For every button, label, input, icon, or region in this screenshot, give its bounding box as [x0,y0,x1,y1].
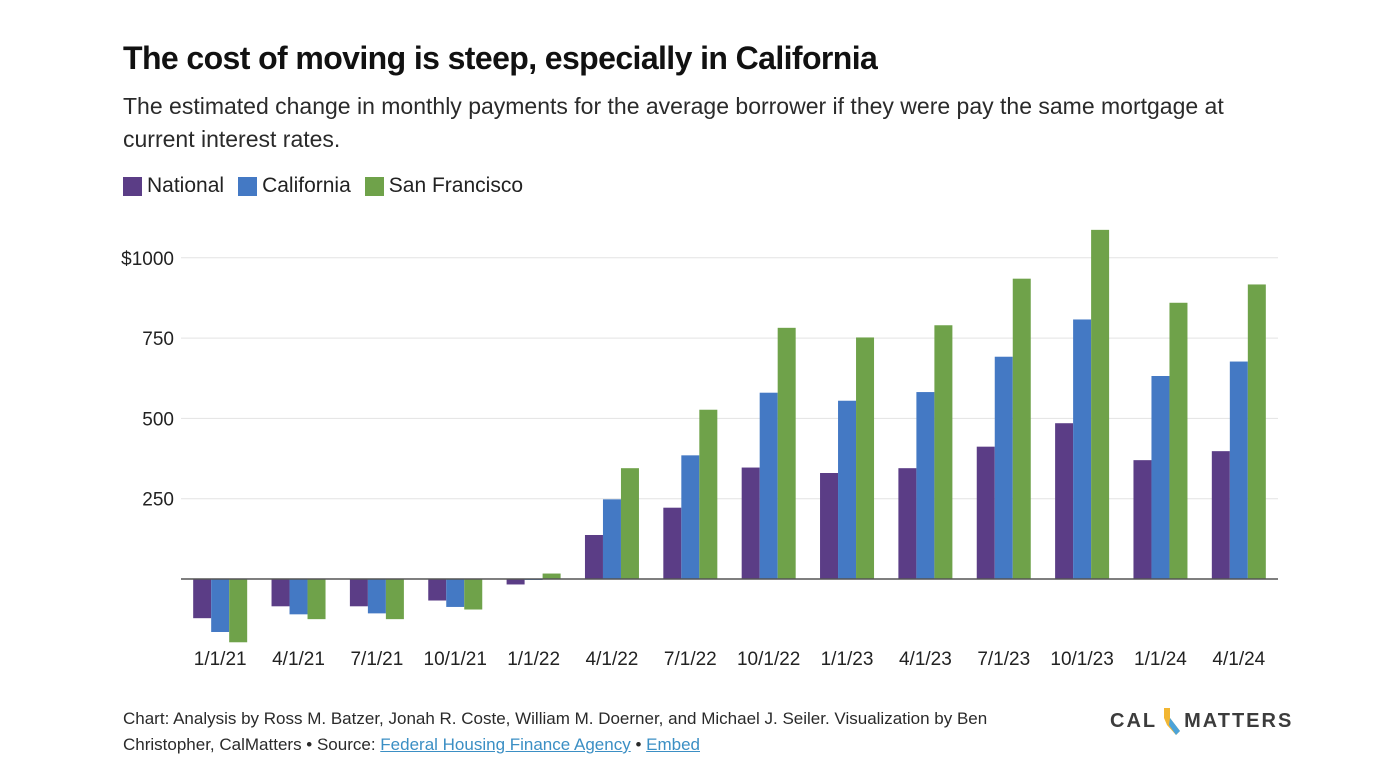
bar-san-francisco [1169,302,1188,579]
x-tick-label: 4/1/24 [1212,649,1265,670]
california-shape-icon [1164,708,1181,735]
source-link[interactable]: Federal Housing Finance Agency [380,735,631,754]
bar-california [602,499,621,579]
bar-san-francisco [1012,278,1031,579]
x-tick-label: 10/1/23 [1050,649,1113,670]
bar-san-francisco [385,579,404,620]
x-tick-label: 4/1/21 [272,649,325,670]
bar-california [838,400,857,579]
bar-california [446,579,465,607]
chart-title: The cost of moving is steep, especially … [123,40,878,76]
chart-subtitle: The estimated change in monthly payments… [123,93,1224,152]
calmatters-logo[interactable]: CAL MATTERS [1110,706,1293,736]
x-tick-label: 1/1/22 [507,649,560,670]
bar-san-francisco [699,409,718,579]
chart-footer: Chart: Analysis by Ross M. Batzer, Jonah… [123,706,1023,758]
x-tick-label: 7/1/23 [977,649,1030,670]
bar-national [428,579,447,601]
bar-california [759,392,778,579]
legend-label-san-francisco: San Francisco [388,174,524,197]
x-tick-label: 10/1/21 [424,649,487,670]
bar-national [271,579,290,607]
legend-item-san-francisco: San Francisco [364,174,524,198]
bar-san-francisco [934,325,953,579]
bar-national [898,468,917,579]
bar-san-francisco [229,579,248,643]
bar-san-francisco [542,573,561,579]
footer-credit: Chart: Analysis by Ross M. Batzer, Jonah… [123,709,988,754]
y-tick-label: 250 [142,490,174,511]
legend-item-national: National [123,174,224,198]
bar-california [211,579,230,632]
bar-national [663,507,682,579]
bars [193,229,1266,643]
legend-label-california: California [262,174,351,197]
legend-swatch-california [238,176,258,196]
y-tick-label: 750 [142,329,174,350]
y-tick-label: $1000 [121,249,174,270]
bar-san-francisco [777,327,796,579]
gridlines [181,257,1278,500]
bar-national [741,467,760,579]
bar-california [916,392,935,579]
x-tick-label: 1/1/21 [194,649,247,670]
legend-label-national: National [147,174,225,197]
bar-california [289,579,308,615]
legend-swatch-national [123,176,142,196]
bar-san-francisco [856,337,875,579]
x-tick-label: 1/1/23 [821,649,874,670]
bar-san-francisco [1091,229,1110,580]
bar-california [681,455,700,579]
bar-california [994,356,1013,579]
bar-national [506,579,525,585]
bar-national [976,446,995,579]
bar-san-francisco [620,468,639,579]
bar-san-francisco [464,579,483,610]
bar-national [193,579,212,619]
bar-national [1211,451,1230,579]
bar-national [820,473,839,579]
x-tick-label: 4/1/22 [586,649,639,670]
logo-text-right: MATTERS [1184,709,1294,732]
chart-legend: National California San Francisco [123,174,537,198]
y-tick-label: 500 [142,409,174,430]
x-tick-label: 4/1/23 [899,649,952,670]
bar-california [1151,376,1170,579]
x-tick-label: 7/1/21 [350,649,403,670]
bar-san-francisco [307,579,326,620]
x-tick-label: 10/1/22 [737,649,800,670]
x-tick-label: 7/1/22 [664,649,717,670]
bar-california [1229,361,1248,579]
x-tick-label: 1/1/24 [1134,649,1187,670]
bar-national [1133,460,1152,579]
bar-national [1055,423,1074,579]
bar-california [1073,319,1092,579]
legend-item-california: California [238,174,351,198]
embed-link[interactable]: Embed [646,735,700,754]
legend-swatch-san-francisco [364,176,384,196]
bar-california [367,579,386,614]
bar-national [349,579,368,607]
logo-text-left: CAL [1110,709,1158,732]
axes: 250 500 750 $1000 1/1/21 4/1/21 7/1/21 10/1/21 1… [121,249,1278,670]
footer-separator: • [630,735,647,754]
bar-san-francisco [1247,284,1266,579]
bar-national [584,534,603,579]
